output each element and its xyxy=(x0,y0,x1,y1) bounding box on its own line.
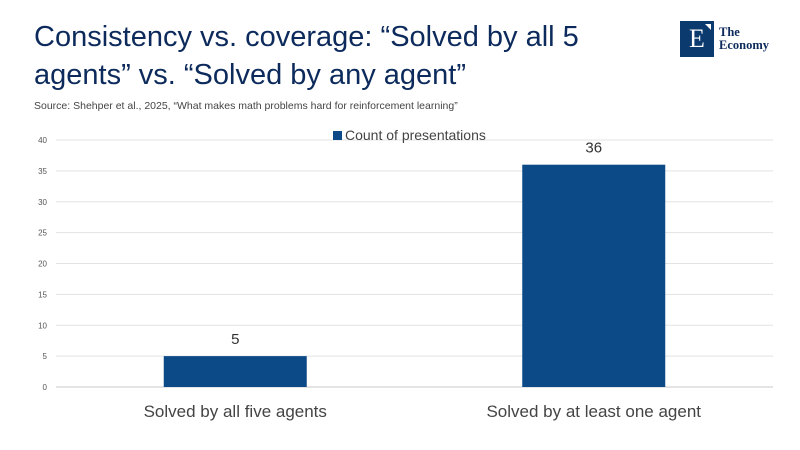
logo-wordmark: The Economy xyxy=(719,26,769,52)
y-tick-label: 20 xyxy=(38,260,47,269)
source-note: Source: Shehper et al., 2025, “What make… xyxy=(34,100,458,112)
y-tick-label: 25 xyxy=(38,229,47,238)
publisher-logo: E The Economy xyxy=(680,21,790,57)
logo-line-1: The xyxy=(719,25,740,39)
logo-badge: E xyxy=(680,21,714,57)
y-tick-label: 10 xyxy=(38,321,47,330)
y-tick-label: 15 xyxy=(38,290,47,299)
logo-notch-icon xyxy=(705,24,711,30)
logo-line-2: Economy xyxy=(719,38,769,52)
x-tick-label: Solved by all five agents xyxy=(144,402,327,421)
y-tick-label: 0 xyxy=(43,383,48,392)
bar xyxy=(163,356,307,387)
y-tick-label: 5 xyxy=(43,352,48,361)
y-tick-label: 35 xyxy=(38,167,47,176)
y-tick-label: 40 xyxy=(38,136,47,145)
x-tick-label: Solved by at least one agent xyxy=(486,402,701,421)
data-label: 5 xyxy=(231,331,239,348)
y-tick-label: 30 xyxy=(38,198,47,207)
legend-label: Count of presentations xyxy=(345,127,486,143)
bar xyxy=(522,164,666,387)
legend-swatch xyxy=(333,131,342,140)
logo-letter: E xyxy=(689,24,705,53)
chart-title: Consistency vs. coverage: “Solved by all… xyxy=(34,21,579,91)
data-label: 36 xyxy=(585,140,602,157)
